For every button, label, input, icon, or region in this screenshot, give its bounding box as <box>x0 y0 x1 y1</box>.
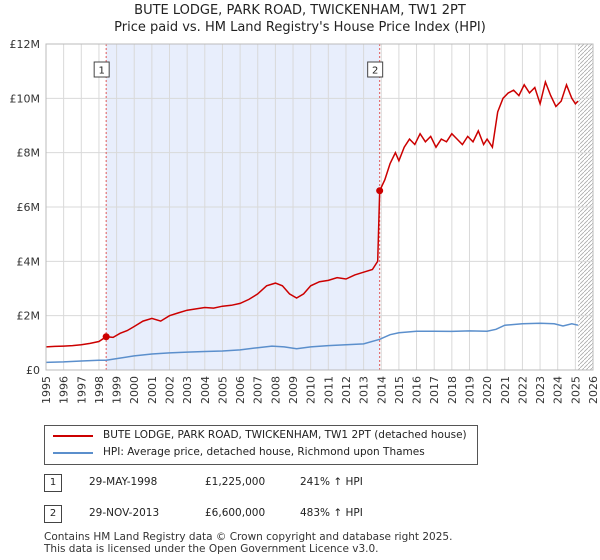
x-tick-label: 2004 <box>199 376 212 404</box>
sale-hpi-change: 241% ↑ HPI <box>300 476 363 488</box>
sale-marker-badge: 2 <box>367 61 384 78</box>
x-tick-label: 2016 <box>411 376 424 404</box>
sale-row-1: 1 29-MAY-1998 £1,225,000 241% ↑ HPI <box>44 474 484 494</box>
footer-copyright: Contains HM Land Registry data © Crown c… <box>44 531 453 543</box>
x-tick-label: 2025 <box>569 376 582 404</box>
sale-date: 29-MAY-1998 <box>89 476 158 488</box>
x-tick-label: 1995 <box>40 376 53 404</box>
legend-label-hpi: HPI: Average price, detached house, Rich… <box>103 446 425 458</box>
x-tick-label: 2011 <box>322 376 335 404</box>
sale-marker-label: 2 <box>372 66 378 77</box>
sale-marker-badge: 1 <box>93 61 110 78</box>
sale-hpi-change: 483% ↑ HPI <box>300 507 363 519</box>
x-tick-label: 2020 <box>481 376 494 404</box>
x-tick-label: 2002 <box>164 376 177 404</box>
sale-price: £6,600,000 <box>205 507 266 519</box>
sale-number: 2 <box>44 505 62 523</box>
hpi-line <box>46 322 579 364</box>
x-tick-label: 2021 <box>499 376 512 404</box>
x-tick-label: 2000 <box>128 376 141 404</box>
x-tick-label: 2007 <box>252 376 265 404</box>
x-tick-label: 2005 <box>216 376 229 404</box>
y-tick-label: £8M <box>17 147 41 160</box>
legend: BUTE LODGE, PARK ROAD, TWICKENHAM, TW1 2… <box>44 425 478 465</box>
x-tick-label: 2008 <box>269 376 282 404</box>
sale-marker-label: 1 <box>98 66 104 77</box>
plot-frame <box>45 43 594 371</box>
y-tick-label: £6M <box>17 201 41 214</box>
sale-number: 1 <box>44 474 62 492</box>
x-tick-label: 1998 <box>93 376 106 404</box>
chart-subtitle: Price paid vs. HM Land Registry's House … <box>114 20 486 35</box>
y-tick-label: £4M <box>17 255 41 268</box>
x-tick-label: 2012 <box>340 376 353 404</box>
y-tick-label: £0 <box>26 364 40 377</box>
x-tick-label: 2009 <box>287 376 300 404</box>
footer-licence: This data is licensed under the Open Gov… <box>44 543 379 555</box>
sale-marker-box <box>367 61 384 78</box>
y-tick-label: £12M <box>10 38 41 51</box>
property-price-line <box>46 79 579 348</box>
chart-title: BUTE LODGE, PARK ROAD, TWICKENHAM, TW1 2… <box>134 3 466 18</box>
sale-point <box>376 187 384 195</box>
y-tick-label: £10M <box>10 92 41 105</box>
x-tick-label: 2024 <box>552 376 565 404</box>
x-tick-label: 2010 <box>305 376 318 404</box>
x-tick-label: 2026 <box>587 376 600 404</box>
x-tick-label: 2006 <box>234 376 247 404</box>
price-chart: 1 2 £0 £2M £4M £6M £8M £10M £12M 1995 1996 1997 1998… <box>10 38 600 404</box>
sale-marker-box <box>93 61 110 78</box>
x-tick-label: 2014 <box>375 376 388 404</box>
x-tick-label: 2023 <box>534 376 547 404</box>
legend-label-property: BUTE LODGE, PARK ROAD, TWICKENHAM, TW1 2… <box>103 429 467 441</box>
x-tick-label: 2017 <box>428 376 441 404</box>
x-tick-label: 2019 <box>463 376 476 404</box>
y-tick-label: £2M <box>17 310 41 323</box>
x-tick-label: 2001 <box>146 376 159 404</box>
legend-swatch-red <box>53 435 93 437</box>
sale-price: £1,225,000 <box>205 476 266 488</box>
legend-swatch-blue <box>53 452 93 454</box>
x-tick-label: 2015 <box>393 376 406 404</box>
x-tick-label: 1999 <box>111 376 124 404</box>
x-tick-label: 2013 <box>358 376 371 404</box>
sale-point <box>102 333 110 341</box>
sale-row-2: 2 29-NOV-2013 £6,600,000 483% ↑ HPI <box>44 505 484 525</box>
x-tick-label: 2003 <box>181 376 194 404</box>
x-tick-label: 1997 <box>75 376 88 404</box>
sale-date: 29-NOV-2013 <box>89 507 160 519</box>
x-tick-label: 2018 <box>446 376 459 404</box>
x-tick-label: 2022 <box>516 376 529 404</box>
x-tick-label: 1996 <box>58 376 71 404</box>
